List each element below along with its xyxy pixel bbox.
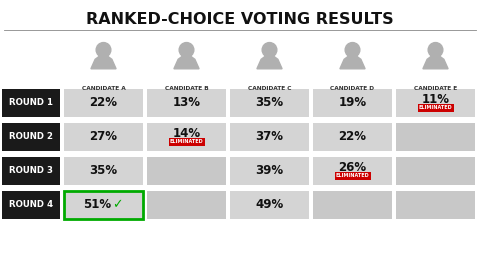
Text: 26%: 26% bbox=[338, 161, 367, 174]
Circle shape bbox=[428, 43, 443, 57]
FancyBboxPatch shape bbox=[396, 157, 475, 185]
Polygon shape bbox=[257, 55, 282, 69]
Text: RANKED-CHOICE VOTING RESULTS: RANKED-CHOICE VOTING RESULTS bbox=[86, 12, 394, 27]
Text: ELIMINATED: ELIMINATED bbox=[170, 139, 204, 144]
Text: 49%: 49% bbox=[255, 198, 284, 211]
FancyBboxPatch shape bbox=[313, 157, 392, 185]
FancyBboxPatch shape bbox=[147, 191, 226, 219]
FancyBboxPatch shape bbox=[313, 191, 392, 219]
Text: 37%: 37% bbox=[255, 130, 284, 143]
Text: 22%: 22% bbox=[89, 96, 118, 109]
Text: ELIMINATED: ELIMINATED bbox=[336, 173, 369, 178]
FancyBboxPatch shape bbox=[64, 157, 143, 185]
FancyBboxPatch shape bbox=[335, 172, 371, 180]
FancyBboxPatch shape bbox=[230, 123, 309, 151]
Text: 27%: 27% bbox=[89, 130, 118, 143]
FancyBboxPatch shape bbox=[147, 157, 226, 185]
Text: ROUND 3: ROUND 3 bbox=[9, 166, 53, 175]
Text: 35%: 35% bbox=[89, 164, 118, 177]
FancyBboxPatch shape bbox=[64, 89, 143, 117]
FancyBboxPatch shape bbox=[2, 123, 60, 151]
FancyBboxPatch shape bbox=[230, 89, 309, 117]
FancyBboxPatch shape bbox=[168, 138, 204, 146]
FancyBboxPatch shape bbox=[313, 123, 392, 151]
FancyBboxPatch shape bbox=[64, 191, 143, 219]
Text: 22%: 22% bbox=[338, 130, 367, 143]
FancyBboxPatch shape bbox=[396, 89, 475, 117]
FancyBboxPatch shape bbox=[396, 123, 475, 151]
Text: 14%: 14% bbox=[172, 127, 201, 140]
Text: ROUND 2: ROUND 2 bbox=[9, 132, 53, 141]
FancyBboxPatch shape bbox=[2, 191, 60, 219]
Text: CANDIDATE E: CANDIDATE E bbox=[414, 86, 457, 91]
Circle shape bbox=[179, 43, 194, 57]
FancyBboxPatch shape bbox=[64, 123, 143, 151]
Polygon shape bbox=[423, 55, 448, 69]
Text: CANDIDATE D: CANDIDATE D bbox=[331, 86, 374, 91]
Text: CANDIDATE B: CANDIDATE B bbox=[165, 86, 208, 91]
FancyBboxPatch shape bbox=[313, 89, 392, 117]
Text: 51%: 51% bbox=[84, 198, 111, 211]
Text: 11%: 11% bbox=[421, 93, 449, 106]
FancyBboxPatch shape bbox=[418, 104, 454, 112]
FancyBboxPatch shape bbox=[396, 191, 475, 219]
FancyBboxPatch shape bbox=[64, 191, 143, 219]
FancyBboxPatch shape bbox=[2, 89, 60, 117]
Circle shape bbox=[345, 43, 360, 57]
Text: 19%: 19% bbox=[338, 96, 367, 109]
Polygon shape bbox=[174, 55, 199, 69]
Text: ROUND 4: ROUND 4 bbox=[9, 200, 53, 209]
FancyBboxPatch shape bbox=[230, 157, 309, 185]
FancyBboxPatch shape bbox=[2, 157, 60, 185]
Text: 35%: 35% bbox=[255, 96, 284, 109]
Circle shape bbox=[96, 43, 111, 57]
Circle shape bbox=[262, 43, 277, 57]
Polygon shape bbox=[91, 55, 116, 69]
Text: CANDIDATE C: CANDIDATE C bbox=[248, 86, 291, 91]
Polygon shape bbox=[340, 55, 365, 69]
FancyBboxPatch shape bbox=[147, 123, 226, 151]
FancyBboxPatch shape bbox=[230, 191, 309, 219]
Text: ROUND 1: ROUND 1 bbox=[9, 98, 53, 107]
Text: 39%: 39% bbox=[255, 164, 284, 177]
Text: ELIMINATED: ELIMINATED bbox=[419, 105, 452, 110]
FancyBboxPatch shape bbox=[147, 89, 226, 117]
Text: ✓: ✓ bbox=[112, 198, 123, 211]
Text: 13%: 13% bbox=[172, 96, 201, 109]
Text: CANDIDATE A: CANDIDATE A bbox=[82, 86, 125, 91]
